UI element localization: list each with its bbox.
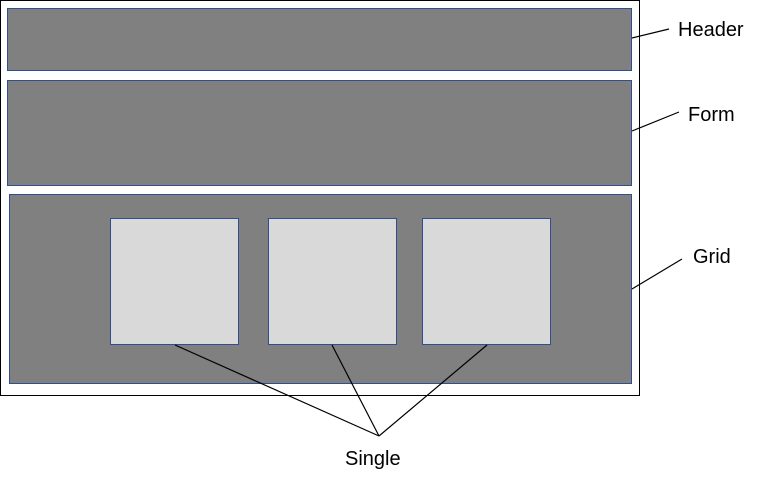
form-label: Form: [688, 105, 735, 125]
single-box-2: [268, 218, 397, 345]
header-region: [7, 8, 632, 71]
single-box-1: [110, 218, 239, 345]
single-box-3: [422, 218, 551, 345]
grid-label: Grid: [693, 247, 731, 267]
header-label: Header: [678, 20, 744, 40]
form-region: [7, 80, 632, 186]
single-label: Single: [345, 449, 401, 469]
